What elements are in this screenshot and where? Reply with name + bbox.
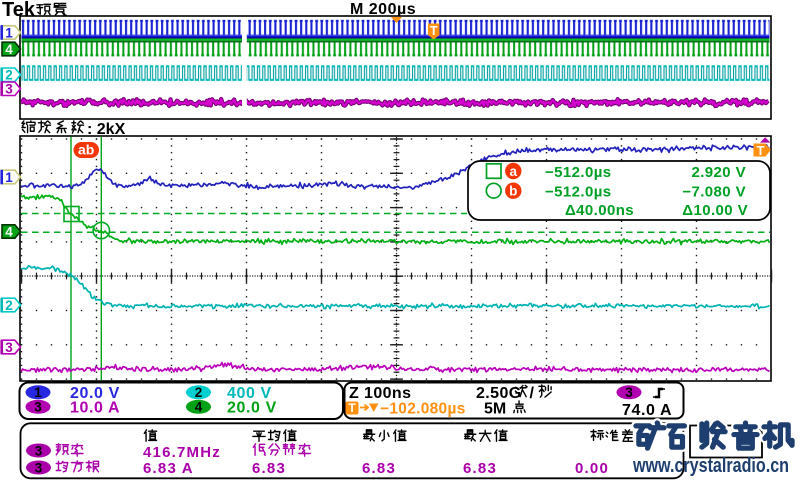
svg-text:1: 1 <box>5 170 13 185</box>
svg-text:b: b <box>509 184 517 199</box>
svg-text:416.7MHz: 416.7MHz <box>143 444 221 461</box>
svg-text:2: 2 <box>195 385 203 400</box>
svg-text:Δ40.00ns: Δ40.00ns <box>565 202 634 219</box>
svg-text:5M: 5M <box>484 401 506 418</box>
svg-text:4: 4 <box>5 42 13 57</box>
svg-text:−7.080 V: −7.080 V <box>682 184 746 201</box>
svg-text:2: 2 <box>5 298 13 313</box>
svg-text:−512.0µs: −512.0µs <box>545 184 611 201</box>
svg-text:T: T <box>348 401 356 415</box>
svg-text:www.crystalradio.cn: www.crystalradio.cn <box>632 455 789 477</box>
svg-text:20.0 V: 20.0 V <box>70 385 120 402</box>
svg-text:T: T <box>430 24 438 38</box>
svg-text:3: 3 <box>5 340 13 355</box>
svg-text:10.0 A: 10.0 A <box>70 400 120 417</box>
svg-text:M 200µs: M 200µs <box>350 1 416 18</box>
svg-text:Z 100ns: Z 100ns <box>349 385 411 402</box>
svg-text:1: 1 <box>5 25 13 40</box>
svg-text:6.83: 6.83 <box>252 460 286 477</box>
svg-text:400 V: 400 V <box>227 385 272 402</box>
svg-text:: 2kX: : 2kX <box>87 121 126 138</box>
svg-text:0.00: 0.00 <box>575 460 609 477</box>
svg-text:3: 3 <box>35 443 43 458</box>
svg-text:6.83: 6.83 <box>463 460 497 477</box>
svg-text:20.0 V: 20.0 V <box>227 400 277 417</box>
svg-text:6.83: 6.83 <box>362 460 396 477</box>
svg-text:T: T <box>757 143 765 158</box>
svg-text:2: 2 <box>5 68 13 83</box>
svg-text:74.0 A: 74.0 A <box>622 402 672 419</box>
svg-text:6.83 A: 6.83 A <box>143 460 194 477</box>
svg-text:3: 3 <box>5 82 13 97</box>
svg-text:/: / <box>530 385 535 402</box>
svg-text:4: 4 <box>5 224 13 239</box>
svg-text:3: 3 <box>35 460 43 475</box>
svg-text:3: 3 <box>625 385 633 400</box>
svg-text:Δ10.00 V: Δ10.00 V <box>682 202 748 219</box>
svg-text:a: a <box>510 164 518 179</box>
svg-text:1: 1 <box>34 385 42 400</box>
svg-text:−102.080µs: −102.080µs <box>380 401 466 418</box>
svg-text:4: 4 <box>195 400 203 415</box>
svg-text:2.920 V: 2.920 V <box>691 164 746 181</box>
svg-text:3: 3 <box>34 400 42 415</box>
svg-text:ab: ab <box>78 142 94 158</box>
svg-text:2.50G: 2.50G <box>476 385 522 402</box>
svg-text:−512.0µs: −512.0µs <box>545 164 611 181</box>
